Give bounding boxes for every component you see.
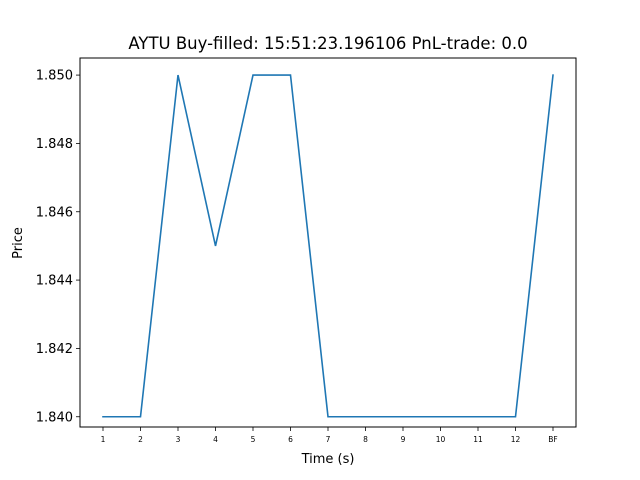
x-tick-label: 6: [288, 435, 293, 444]
y-tick-label: 1.850: [36, 69, 73, 84]
x-tick-label: 11: [473, 435, 483, 444]
x-tick-label: 12: [511, 435, 521, 444]
axes-frame: [79, 57, 577, 428]
series-line: [102, 74, 554, 418]
x-tick-label: 1: [101, 435, 106, 444]
y-tick-label: 1.844: [36, 274, 73, 289]
x-tick-label: 4: [213, 435, 218, 444]
x-tick-label: 10: [436, 435, 446, 444]
x-tick-label: 9: [401, 435, 406, 444]
x-tick-label: 8: [363, 435, 368, 444]
x-tick-label: 2: [138, 435, 143, 444]
x-tick-label: BF: [548, 435, 557, 444]
x-tick-label: 3: [176, 435, 181, 444]
y-axis-label: Price: [11, 227, 26, 259]
y-tick-label: 1.846: [36, 205, 73, 220]
x-axis-label: Time (s): [301, 452, 355, 467]
plot-area: 1 2 3 4 5 6 7 8 9 10 11 12 BF1.8401.8421.8441.8461.8…: [36, 69, 558, 444]
y-tick-label: 1.848: [36, 137, 73, 152]
x-tick-label: 5: [251, 435, 256, 444]
chart-title: AYTU Buy-filled: 15:51:23.196106 PnL-tra…: [128, 34, 527, 53]
x-tick-label: 7: [326, 435, 331, 444]
y-tick-label: 1.840: [36, 410, 73, 425]
y-tick-label: 1.842: [36, 342, 73, 357]
